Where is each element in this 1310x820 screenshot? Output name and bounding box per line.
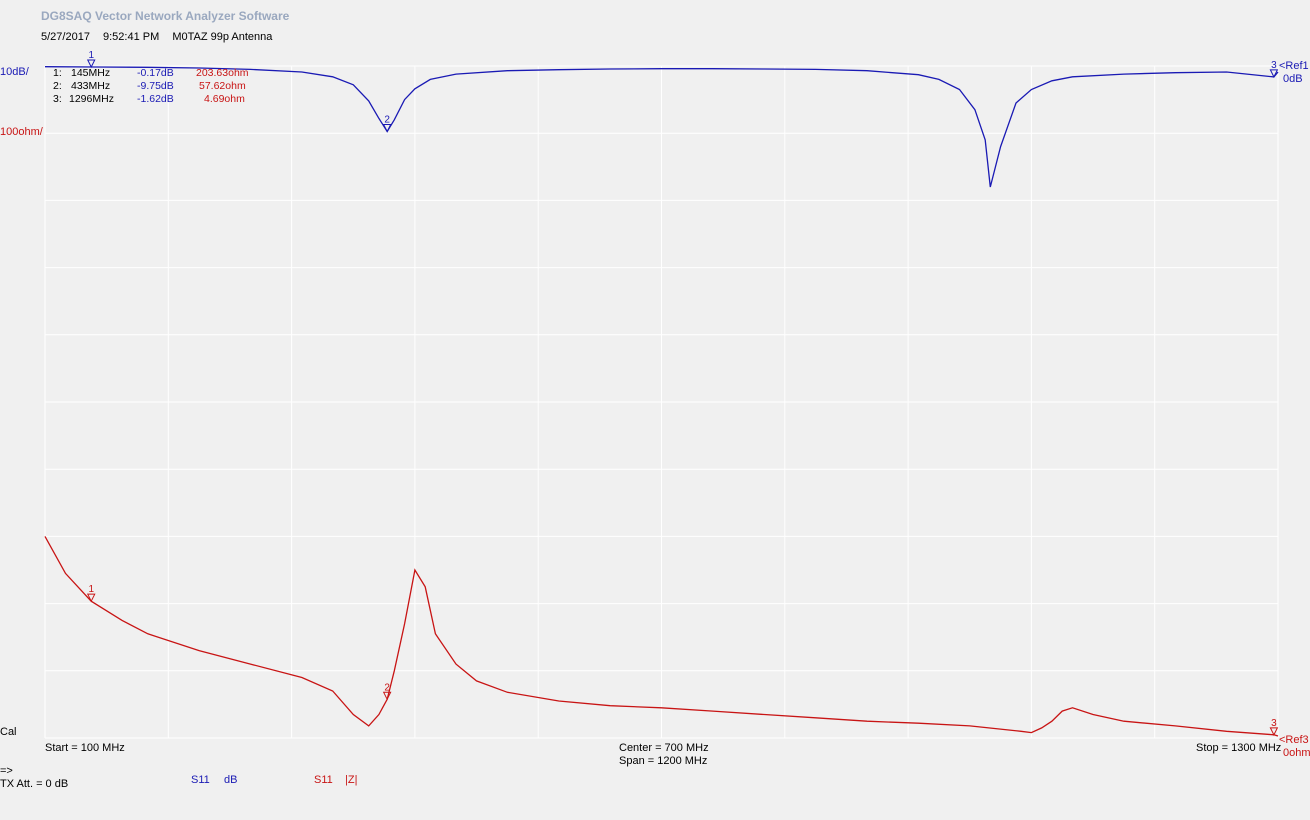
impedance-marker-1-icon[interactable]	[86, 593, 96, 603]
s11-impedance-trace	[44, 536, 1279, 737]
marker-freq: 433MHz	[71, 80, 111, 92]
impedance-trace-markers: 1 2 3	[86, 584, 1279, 736]
description: M0TAZ 99p Antenna	[172, 31, 273, 43]
trace1-name[interactable]: S11	[191, 774, 210, 786]
trace1-unit[interactable]: dB	[224, 774, 238, 786]
db-marker-label: 2	[384, 115, 390, 126]
impedance-marker-2-icon[interactable]	[382, 691, 392, 701]
date: 5/27/2017	[41, 31, 90, 43]
s11-db-trace	[44, 66, 1279, 188]
impedance-marker-3-icon[interactable]	[1269, 727, 1279, 736]
ref3-value: 0ohm	[1283, 747, 1310, 759]
cal-status[interactable]: Cal	[0, 726, 17, 738]
trace3-name[interactable]: S11	[314, 774, 333, 786]
app-title: DG8SAQ Vector Network Analyzer Software	[41, 9, 290, 23]
db-marker-1-icon[interactable]	[86, 59, 96, 69]
plot-grid	[44, 65, 1279, 739]
start-frequency: Start = 100 MHz	[45, 742, 125, 754]
db-marker-label: 1	[88, 50, 94, 61]
ref3-label: <Ref3	[1279, 734, 1309, 746]
marker-impedance: 4.69ohm	[204, 93, 245, 105]
ref1-label: <Ref1	[1279, 60, 1309, 72]
marker-id: 1:	[53, 67, 62, 79]
marker-id: 3:	[53, 93, 62, 105]
db-marker-2-icon[interactable]	[382, 124, 392, 133]
db-trace-markers: 1 2 3	[86, 50, 1279, 133]
marker-row: 2: 433MHz -9.75dB 57.62ohm	[53, 80, 273, 93]
span-frequency: Span = 1200 MHz	[619, 755, 708, 767]
stop-frequency: Stop = 1300 MHz	[1196, 742, 1282, 754]
marker-id: 2:	[53, 80, 62, 92]
trace3-unit[interactable]: |Z|	[345, 774, 358, 786]
marker-row: 1: 145MHz -0.17dB 203.63ohm	[53, 67, 273, 80]
time: 9:52:41 PM	[103, 31, 160, 43]
marker-table: 1: 145MHz -0.17dB 203.63ohm 2: 433MHz -9…	[53, 67, 273, 106]
tx-attenuation[interactable]: TX Att. = 0 dB	[0, 778, 69, 790]
db-marker-label: 3	[1271, 60, 1277, 71]
db-scale-label: 10dB/	[0, 66, 29, 78]
ref1-value: 0dB	[1283, 73, 1303, 85]
marker-db: -0.17dB	[137, 67, 174, 79]
impedance-marker-label: 3	[1271, 718, 1277, 729]
marker-db: -1.62dB	[137, 93, 174, 105]
marker-impedance: 203.63ohm	[196, 67, 249, 79]
measurement-info: 5/27/2017 9:52:41 PM M0TAZ 99p Antenna	[41, 31, 282, 43]
marker-freq: 1296MHz	[69, 93, 114, 105]
marker-freq: 145MHz	[71, 67, 111, 79]
center-frequency: Center = 700 MHz	[619, 742, 709, 754]
db-marker-3-icon[interactable]	[1269, 69, 1279, 79]
marker-row: 3: 1296MHz -1.62dB 4.69ohm	[53, 93, 273, 106]
input-arrow: =>	[0, 765, 13, 777]
impedance-marker-label: 2	[384, 682, 390, 693]
impedance-marker-label: 1	[88, 584, 94, 595]
marker-impedance: 57.62ohm	[199, 80, 246, 92]
impedance-scale-label: 100ohm/	[0, 126, 43, 138]
marker-db: -9.75dB	[137, 80, 174, 92]
